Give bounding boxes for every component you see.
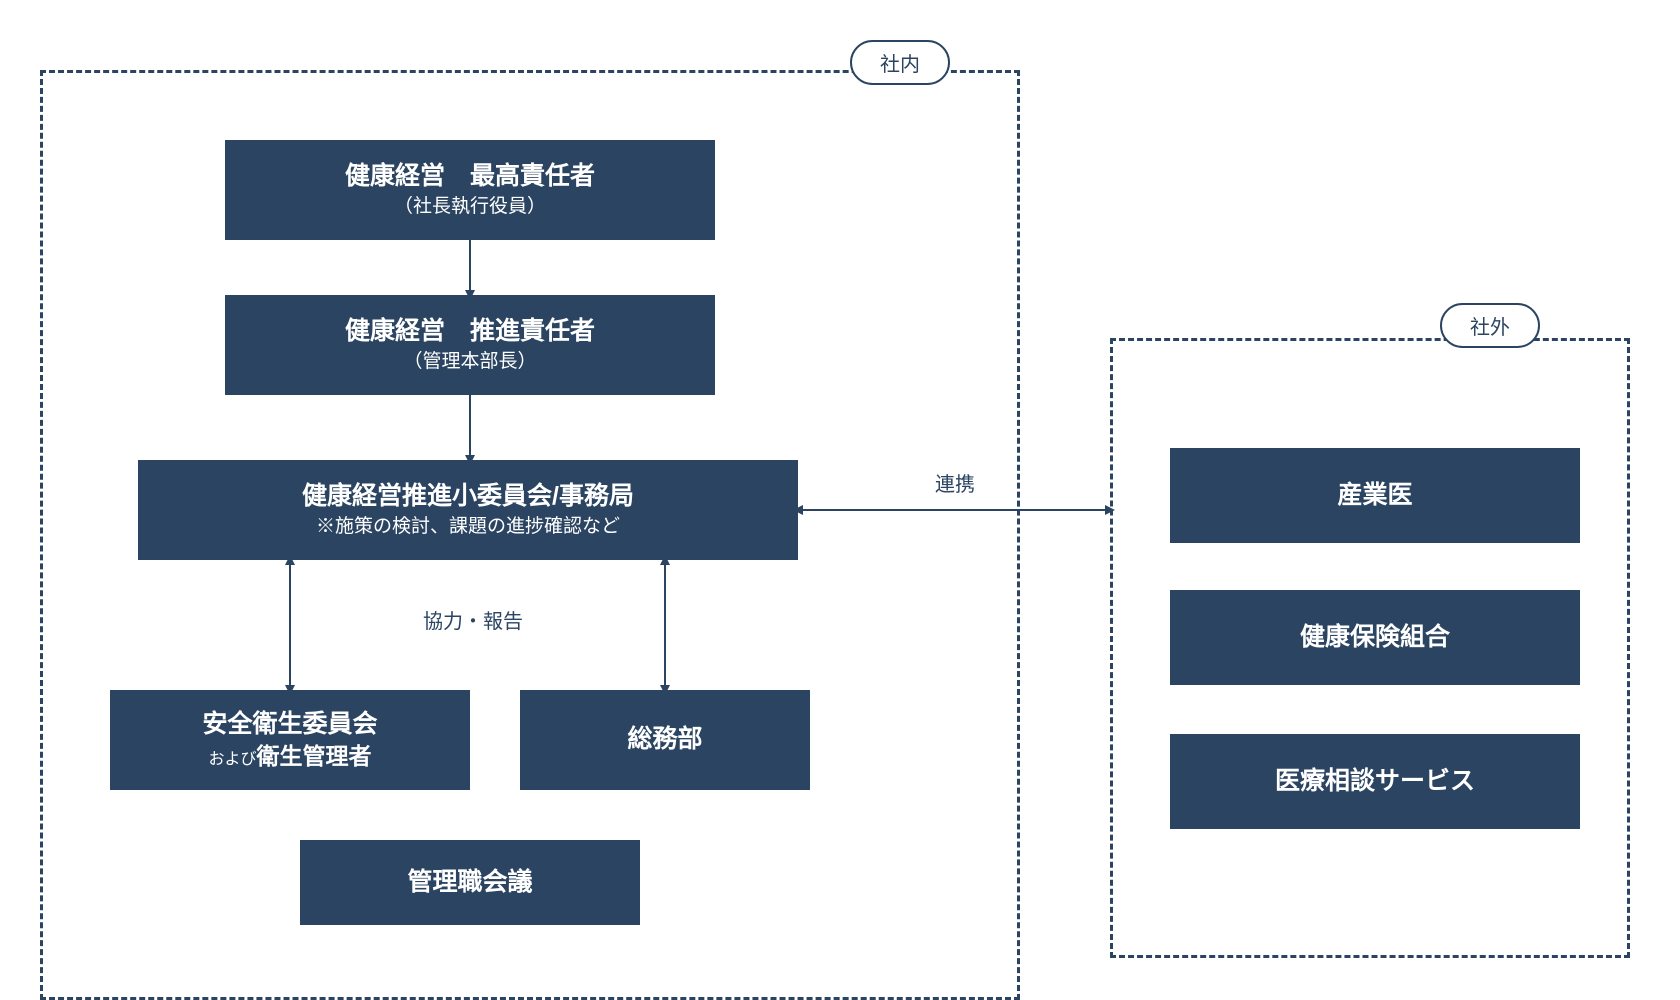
node-general: 総務部	[520, 690, 810, 790]
org-diagram: 社内社外健康経営 最高責任者（社長執行役員）健康経営 推進責任者（管理本部長）健…	[40, 40, 1640, 954]
node-ceo: 健康経営 最高責任者（社長執行役員）	[225, 140, 715, 240]
node-title: 総務部	[627, 723, 702, 757]
node-title: 健康経営 推進責任者	[345, 315, 595, 349]
node-safety: 安全衛生委員会および衛生管理者	[110, 690, 470, 790]
node-doctor: 産業医	[1170, 448, 1580, 543]
node-promoter: 健康経営 推進責任者（管理本部長）	[225, 295, 715, 395]
node-title: 管理職会議	[407, 866, 532, 900]
group-label-external: 社外	[1440, 303, 1540, 348]
node-insurance: 健康保険組合	[1170, 590, 1580, 685]
node-title: 健康経営推進小委員会/事務局	[302, 480, 634, 514]
node-subtitle: （社長執行役員）	[394, 194, 546, 220]
node-subtitle: ※施策の検討、課題の進捗確認など	[316, 514, 620, 540]
node-title: 健康保険組合	[1300, 621, 1450, 655]
node-medical: 医療相談サービス	[1170, 734, 1580, 829]
node-committee: 健康経営推進小委員会/事務局※施策の検討、課題の進捗確認など	[138, 460, 798, 560]
node-mgmt: 管理職会議	[300, 840, 640, 925]
node-title: 産業医	[1337, 479, 1412, 513]
node-title: 健康経営 最高責任者	[345, 160, 595, 194]
node-subtitle: および衛生管理者	[208, 741, 371, 772]
node-title: 医療相談サービス	[1275, 765, 1475, 799]
edge-label-lbl-collab: 連携	[915, 468, 995, 497]
group-label-internal: 社内	[850, 40, 950, 85]
node-title: 安全衛生委員会	[202, 708, 377, 742]
node-subtitle: （管理本部長）	[403, 349, 536, 375]
edge-label-lbl-coop: 協力・報告	[398, 605, 548, 634]
